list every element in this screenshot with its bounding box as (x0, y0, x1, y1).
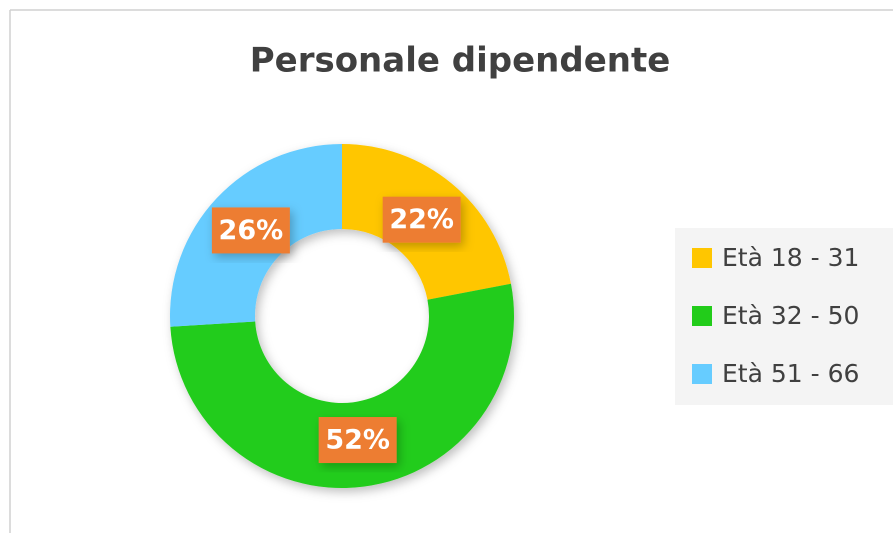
data-label: 26% (219, 215, 284, 246)
legend-label: Età 32 - 50 (722, 301, 859, 330)
legend-swatch (692, 248, 712, 268)
data-label: 52% (325, 425, 390, 456)
data-label-box (318, 417, 397, 464)
data-label: 22% (389, 204, 454, 235)
legend-swatch (692, 364, 712, 384)
data-label-box (382, 196, 461, 243)
legend-label: Età 18 - 31 (722, 243, 859, 272)
legend-label: Età 51 - 66 (722, 359, 859, 388)
chart-title: Personale dipendente (250, 41, 671, 81)
donut-slice (170, 283, 515, 489)
legend-swatch (692, 306, 712, 326)
data-label-box (211, 207, 290, 254)
